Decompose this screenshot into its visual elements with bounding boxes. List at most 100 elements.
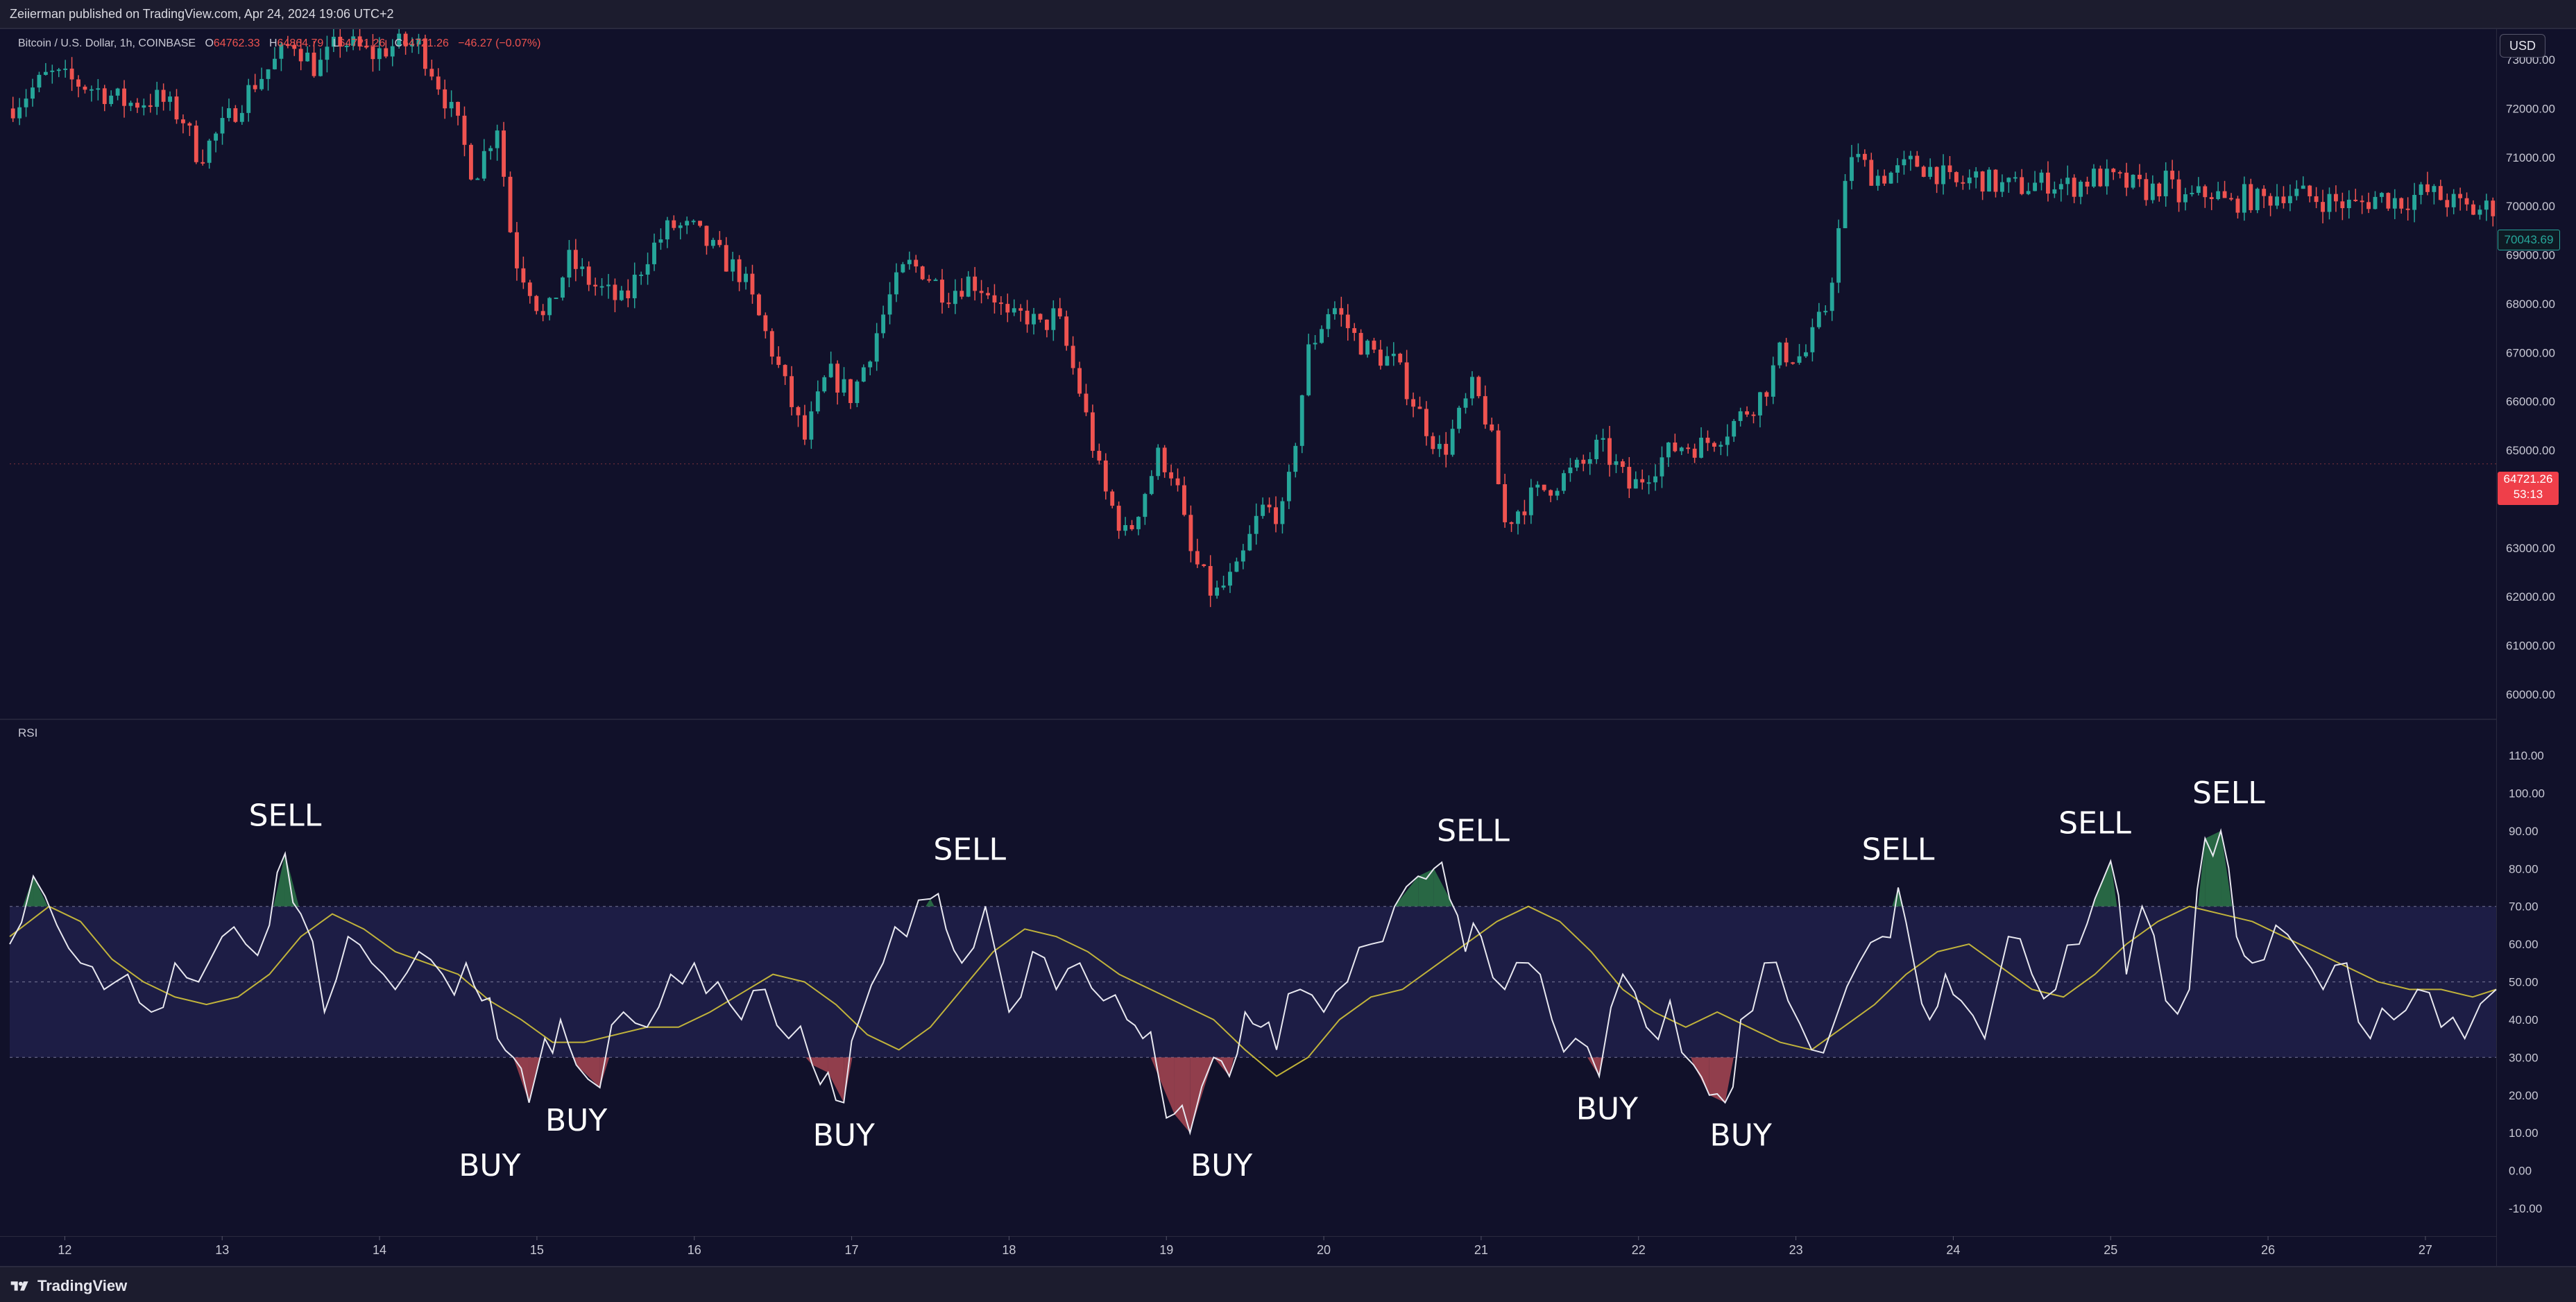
candle: [2262, 185, 2267, 208]
candle: [2380, 191, 2384, 203]
candle: [1745, 406, 1750, 418]
candle-body: [1882, 175, 1887, 184]
candle: [1175, 468, 1180, 492]
candle: [384, 40, 389, 58]
candle: [1411, 392, 1415, 418]
candle-body: [397, 33, 402, 46]
candle-body: [665, 220, 669, 240]
high-label: H: [268, 37, 278, 49]
price-axis-border: [2496, 28, 2497, 1266]
candle-body: [927, 279, 932, 281]
candle-body: [2255, 189, 2260, 210]
candle-body: [1398, 353, 1403, 363]
candle: [790, 366, 794, 416]
candle-body: [527, 282, 532, 296]
candle-body: [717, 239, 722, 246]
candle: [2104, 159, 2109, 195]
candle: [338, 27, 343, 58]
candle: [1097, 443, 1102, 465]
candle: [756, 293, 761, 316]
candle-body: [2346, 199, 2351, 209]
candle-body: [540, 311, 545, 316]
candle: [783, 364, 787, 385]
candle: [1607, 426, 1612, 477]
candle-body: [1627, 467, 1632, 489]
candle-body: [377, 48, 382, 60]
candle-body: [573, 250, 578, 269]
candle-body: [1856, 153, 1861, 157]
candle: [927, 275, 932, 283]
candle-body: [161, 89, 166, 102]
candle-body: [914, 259, 919, 267]
candle: [2360, 195, 2364, 214]
candle: [390, 39, 395, 67]
candle: [298, 39, 303, 71]
candle-body: [83, 86, 87, 90]
close-label: C: [394, 37, 403, 49]
candle: [1313, 335, 1317, 350]
candle-body: [1999, 182, 2004, 192]
candle-body: [2176, 179, 2181, 203]
candle: [128, 101, 133, 112]
candle-body: [1777, 342, 1782, 366]
candle-body: [1352, 328, 1357, 333]
candle-body: [122, 88, 126, 106]
candle: [835, 360, 840, 405]
candle-body: [776, 357, 781, 366]
candle-body: [1660, 457, 1664, 477]
time-axis-tick: 27: [2419, 1243, 2432, 1257]
candle-body: [1437, 443, 1442, 449]
candle-body: [1764, 392, 1769, 397]
candle: [2425, 171, 2430, 196]
candle: [1666, 441, 1671, 468]
candle-body: [423, 38, 427, 69]
candle-body: [1365, 341, 1370, 355]
candle-body: [1457, 407, 1462, 429]
candle: [1967, 169, 1972, 190]
candle: [861, 364, 866, 383]
tradingview-brand[interactable]: TradingView: [10, 1277, 127, 1295]
candle: [1829, 277, 1834, 321]
candle-body: [2020, 177, 2024, 194]
candle: [2065, 165, 2070, 196]
candle: [1228, 563, 1232, 593]
candle: [2138, 164, 2142, 187]
candle: [1476, 375, 1481, 399]
candle-body: [2006, 178, 2011, 182]
candle-body: [1470, 377, 1474, 399]
candle: [2445, 194, 2450, 217]
price-axis-tick: 67000.00: [2506, 346, 2555, 359]
currency-button[interactable]: USD: [2500, 34, 2545, 58]
candle-body: [2222, 191, 2227, 198]
candle: [1156, 444, 1161, 480]
candle-body: [1771, 365, 1775, 397]
candle: [475, 177, 480, 180]
candle: [1888, 171, 1893, 185]
candle-body: [756, 294, 761, 316]
candle: [1777, 341, 1782, 369]
candle-body: [1051, 308, 1056, 330]
candle: [161, 83, 166, 111]
candle-body: [1091, 412, 1095, 451]
candle-body: [1902, 159, 1907, 166]
candle-body: [17, 107, 22, 119]
candle-body: [253, 85, 257, 89]
candle: [2405, 197, 2410, 221]
candle: [1587, 452, 1592, 475]
candle: [1823, 305, 1828, 316]
candle-body: [1411, 399, 1415, 407]
candle-body: [1888, 172, 1893, 184]
candle: [1274, 496, 1278, 533]
candle-body: [1987, 169, 1991, 192]
candle: [305, 46, 310, 62]
candle: [1516, 509, 1520, 535]
candle-body: [2360, 200, 2364, 203]
candle-body: [1129, 524, 1134, 529]
candle-body: [181, 119, 185, 123]
candle-body: [1156, 447, 1161, 477]
time-axis-tick: 20: [1317, 1243, 1331, 1257]
time-axis-tick: 13: [215, 1243, 229, 1257]
candle: [2419, 182, 2423, 205]
candle: [2085, 176, 2090, 195]
